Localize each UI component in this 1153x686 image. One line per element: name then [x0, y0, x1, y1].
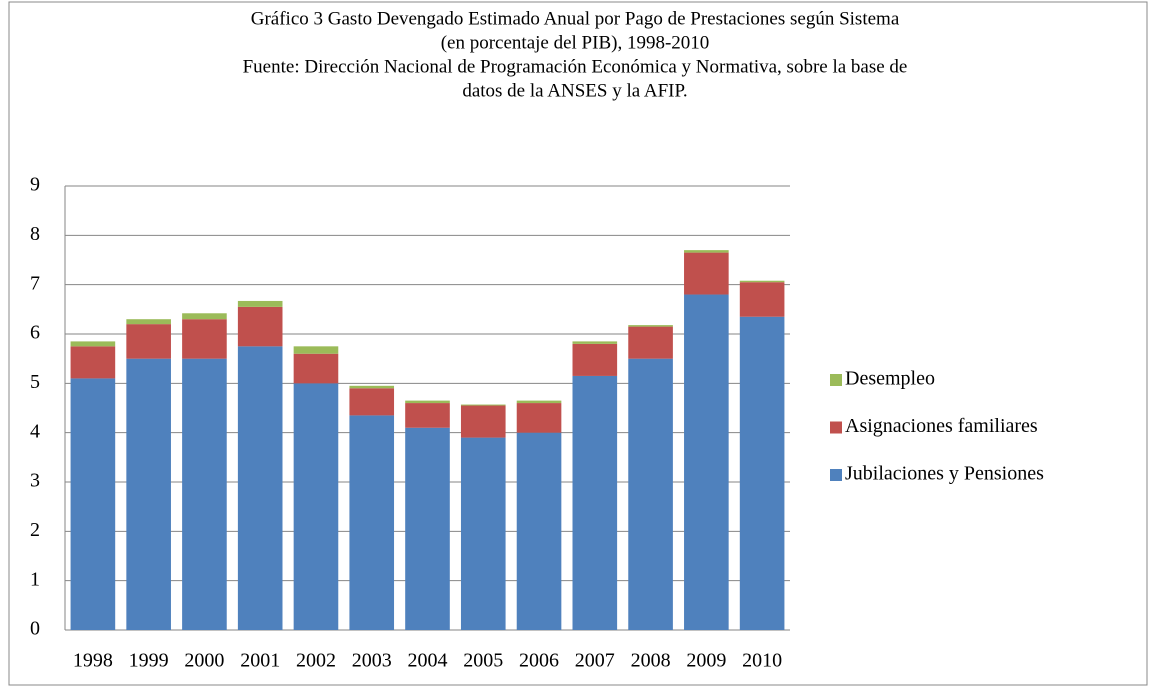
legend-swatch — [830, 469, 842, 481]
bar-segment — [70, 346, 116, 379]
y-tick-label: 2 — [30, 519, 40, 541]
bar-segment — [460, 405, 506, 438]
legend-label: Desempleo — [845, 368, 935, 390]
x-tick-label: 1999 — [129, 650, 169, 672]
bar-segment — [182, 358, 227, 630]
x-tick-label: 2006 — [519, 650, 559, 672]
bar-segment — [126, 319, 171, 325]
y-tick-label: 1 — [30, 568, 40, 590]
bar-segment — [349, 415, 395, 630]
bar-segment — [126, 358, 171, 630]
legend-label: Jubilaciones y Pensiones — [845, 463, 1044, 485]
y-tick-label: 6 — [30, 322, 40, 344]
bar-segment — [684, 252, 729, 295]
chart-title: Gráfico 3 Gasto Devengado Estimado Anual… — [251, 8, 900, 29]
bar-segment — [628, 358, 673, 630]
x-tick-label: 2005 — [463, 650, 503, 672]
bar-segment — [516, 403, 562, 433]
bar-segment — [684, 250, 729, 253]
y-tick-label: 4 — [30, 420, 40, 442]
bar-segment — [182, 319, 227, 359]
y-tick-label: 0 — [30, 618, 40, 640]
bar-segment — [293, 346, 339, 354]
bar-segment — [460, 437, 506, 630]
chart-title: datos de la ANSES y la AFIP. — [462, 80, 687, 101]
bar-segment — [628, 326, 673, 359]
bar-segment — [516, 400, 562, 404]
x-tick-label: 2002 — [296, 650, 336, 672]
x-tick-label: 2001 — [240, 650, 280, 672]
bar-segment — [70, 378, 116, 630]
bar-segment — [182, 313, 227, 320]
x-tick-label: 2009 — [686, 650, 726, 672]
bar-segment — [405, 403, 450, 428]
bar-segment — [237, 346, 283, 630]
legend-swatch — [830, 374, 842, 386]
x-tick-label: 2000 — [184, 650, 224, 672]
y-tick-label: 5 — [30, 371, 40, 393]
bar-segment — [460, 404, 506, 406]
bar-segment — [293, 383, 339, 630]
bar-segment — [70, 341, 116, 347]
y-tick-label: 9 — [30, 174, 40, 196]
bar-segment — [739, 282, 785, 317]
bar-segment — [349, 388, 395, 416]
bar-segment — [628, 325, 673, 327]
y-tick-label: 3 — [30, 470, 40, 492]
bar-segment — [405, 427, 450, 630]
x-tick-label: 2004 — [408, 650, 448, 672]
x-tick-label: 2003 — [352, 650, 392, 672]
bar-segment — [572, 343, 618, 376]
chart-title: Fuente: Dirección Nacional de Programaci… — [243, 56, 908, 77]
chart-title: (en porcentaje del PIB), 1998-2010 — [441, 32, 710, 53]
bar-segment — [237, 306, 283, 347]
bar-segment — [237, 300, 283, 307]
y-tick-label: 7 — [30, 272, 40, 294]
bar-segment — [739, 316, 785, 630]
bar-segment — [349, 385, 395, 389]
bar-segment — [572, 375, 618, 630]
legend-swatch — [830, 421, 842, 434]
legend-label: Asignaciones familiares — [845, 415, 1038, 437]
y-tick-label: 8 — [30, 223, 40, 245]
bar-segment — [572, 341, 618, 344]
bar-segment — [405, 400, 450, 404]
bar-segment — [516, 432, 562, 630]
bar-segment — [126, 324, 171, 359]
bar-segment — [739, 280, 785, 283]
x-tick-label: 2008 — [631, 650, 671, 672]
bar-segment — [293, 353, 339, 384]
bar-segment — [684, 294, 729, 630]
x-tick-label: 1998 — [73, 650, 113, 672]
x-tick-label: 2010 — [742, 650, 782, 672]
x-tick-label: 2007 — [575, 650, 615, 672]
